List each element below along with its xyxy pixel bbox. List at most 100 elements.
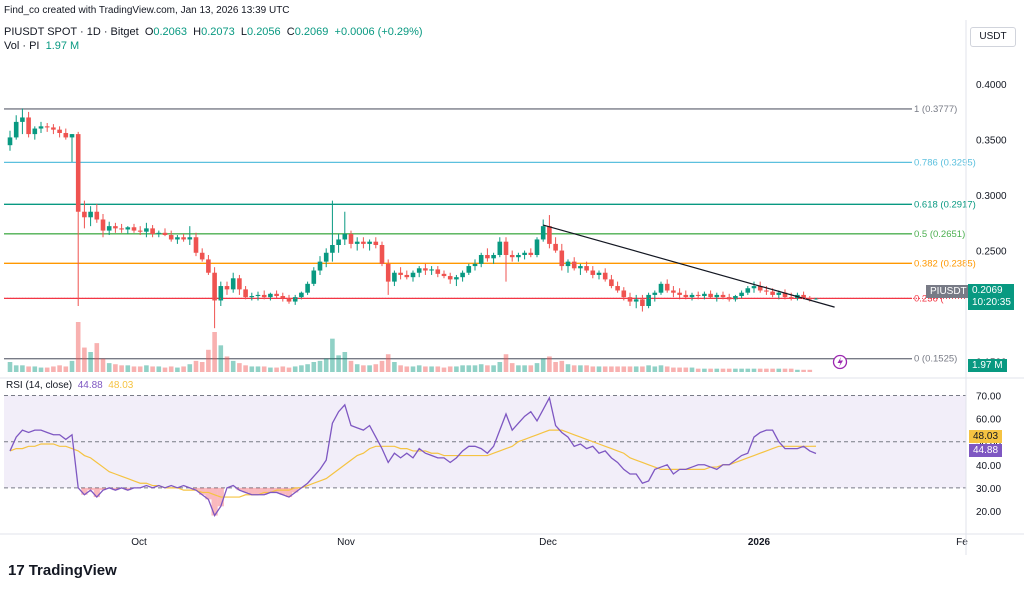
symbol-label[interactable]: PIUSDT SPOT · 1D · Bitget bbox=[4, 26, 139, 38]
rsi-oversold-fill bbox=[211, 487, 218, 516]
candle-body bbox=[20, 117, 25, 122]
rsi-oversold-fill bbox=[267, 487, 274, 493]
volume-bar bbox=[509, 363, 515, 372]
volume-bar bbox=[776, 368, 782, 372]
candle-body bbox=[460, 272, 465, 278]
candle-body bbox=[782, 292, 788, 298]
candle-body bbox=[75, 134, 81, 212]
volume-bar bbox=[274, 367, 279, 372]
low-label: L bbox=[240, 26, 248, 38]
bar-countdown: 10:20:35 bbox=[972, 297, 1011, 308]
candle-body bbox=[801, 294, 806, 299]
rsi-value: 44.88 bbox=[77, 380, 103, 391]
candle-body bbox=[7, 137, 13, 146]
rsi-ma-value: 48.03 bbox=[108, 380, 134, 391]
volume-bar bbox=[553, 362, 558, 372]
rsi-title[interactable]: RSI (14, close) bbox=[6, 380, 73, 391]
candle-body bbox=[522, 252, 527, 255]
volume-bar bbox=[299, 365, 304, 372]
candle-body bbox=[131, 227, 137, 231]
currency-button[interactable]: USDT bbox=[970, 27, 1016, 47]
rsi-oversold-fill bbox=[199, 487, 206, 495]
candle-body bbox=[317, 261, 323, 271]
candle-body bbox=[633, 299, 639, 302]
open-value: 0.2063 bbox=[153, 26, 188, 38]
volume-bar bbox=[516, 365, 521, 372]
rsi-axis-tick: 30.00 bbox=[976, 484, 1001, 495]
volume-bar bbox=[571, 365, 577, 372]
volume-bar bbox=[708, 368, 713, 372]
fib-level-label: 1 (0.3777) bbox=[914, 104, 957, 115]
candle-body bbox=[491, 254, 496, 259]
candle-body bbox=[230, 278, 236, 290]
volume-bar bbox=[175, 367, 180, 372]
trend-line[interactable] bbox=[543, 224, 835, 308]
volume-bar bbox=[237, 363, 242, 372]
candle-body bbox=[255, 294, 261, 297]
volume-bar bbox=[243, 365, 248, 372]
volume-bar bbox=[7, 362, 13, 372]
volume-bar bbox=[385, 354, 391, 372]
candle-body bbox=[516, 254, 521, 258]
ohlc-legend: PIUSDT SPOT · 1D · Bitget O0.2063 H0.207… bbox=[4, 26, 423, 38]
candle-body bbox=[404, 274, 410, 278]
volume-bar bbox=[94, 343, 100, 372]
volume-bar bbox=[323, 358, 329, 372]
volume-bar bbox=[540, 358, 546, 372]
volume-bar bbox=[57, 365, 62, 372]
volume-bar bbox=[255, 366, 261, 372]
volume-bar bbox=[491, 365, 496, 372]
volume-label[interactable]: Vol · PI bbox=[4, 40, 40, 52]
volume-tag: 1.97 M bbox=[968, 359, 1007, 372]
rsi-oversold-fill bbox=[99, 487, 107, 491]
candle-body bbox=[751, 286, 757, 289]
rsi-oversold-fill bbox=[261, 487, 268, 495]
candle-body bbox=[571, 261, 577, 269]
tradingview-logo[interactable]: 17 TradingView bbox=[8, 562, 117, 579]
volume-bar bbox=[578, 365, 583, 372]
volume-bar bbox=[726, 368, 732, 372]
volume-bar bbox=[478, 364, 484, 372]
volume-bar bbox=[398, 365, 403, 372]
candle-body bbox=[100, 219, 106, 231]
volume-bar bbox=[497, 362, 503, 372]
rsi-oversold-fill bbox=[254, 487, 262, 495]
candle-body bbox=[609, 279, 614, 287]
volume-bar bbox=[627, 366, 633, 372]
candle-body bbox=[764, 290, 769, 292]
candle-body bbox=[379, 245, 385, 264]
candle-body bbox=[199, 252, 205, 260]
rsi-oversold-fill bbox=[205, 487, 212, 500]
candle-body bbox=[547, 226, 552, 244]
volume-bar bbox=[311, 362, 317, 372]
volume-bar bbox=[212, 332, 217, 372]
high-value: 0.2073 bbox=[201, 26, 235, 38]
volume-bar bbox=[137, 366, 143, 372]
candle-body bbox=[602, 272, 608, 280]
volume-bar bbox=[677, 367, 682, 372]
fib-level-label: 0.786 (0.3295) bbox=[914, 157, 976, 168]
volume-bar bbox=[38, 367, 44, 372]
candle-body bbox=[175, 237, 180, 240]
rsi-value-tag: 44.88 bbox=[969, 444, 1003, 457]
alert-icon[interactable] bbox=[832, 354, 848, 370]
rsi-oversold-fill bbox=[236, 487, 243, 491]
candle-body bbox=[212, 272, 217, 301]
fib-level-label: 0.5 (0.2651) bbox=[914, 229, 965, 240]
volume-bar bbox=[106, 363, 112, 372]
candle-body bbox=[621, 290, 627, 298]
volume-bar bbox=[429, 366, 434, 372]
candle-body bbox=[168, 235, 174, 240]
volume-bar bbox=[32, 366, 38, 372]
candle-body bbox=[745, 288, 751, 293]
volume-bar bbox=[689, 367, 695, 372]
candle-body bbox=[13, 121, 19, 138]
rsi-oversold-fill bbox=[292, 487, 299, 493]
volume-bar bbox=[615, 366, 620, 372]
candle-body bbox=[813, 298, 819, 300]
candle-body bbox=[553, 243, 558, 251]
candle-body bbox=[299, 292, 304, 298]
candle-body bbox=[82, 211, 87, 218]
volume-bar bbox=[702, 368, 707, 372]
